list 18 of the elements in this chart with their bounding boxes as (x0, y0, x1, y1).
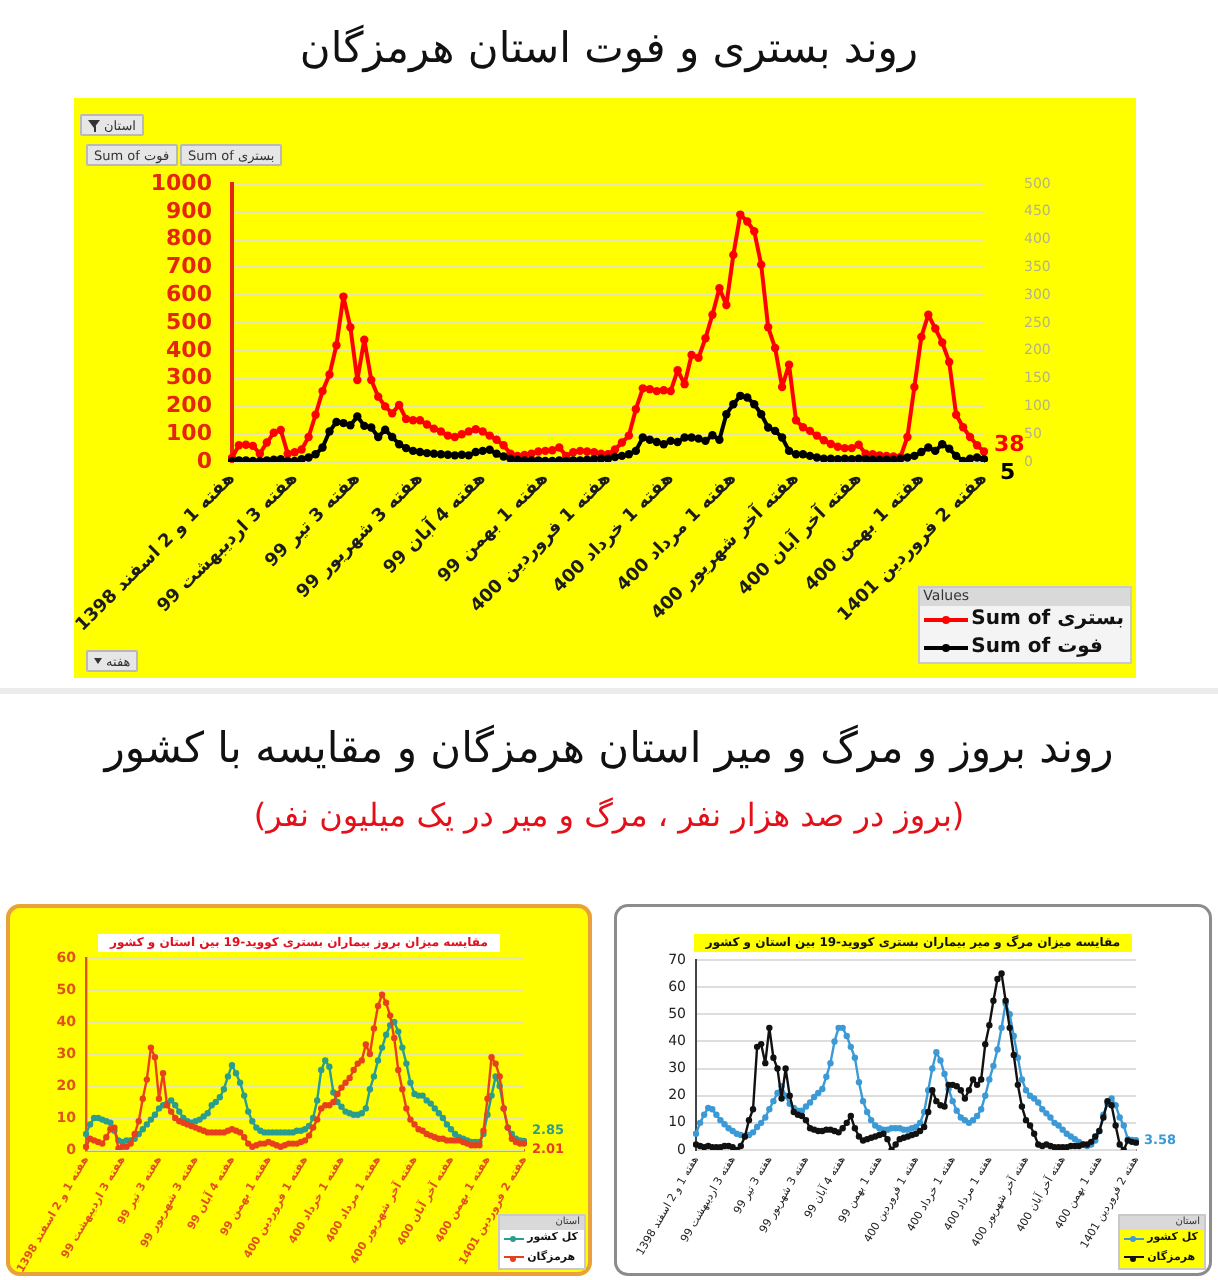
text: روند بروز و مرگ و میر استان هرمزگان و مقایسه با کشور (100, 722, 1116, 774)
y-tick-label: 1000 (150, 169, 213, 196)
y-tick-label: 900 (166, 197, 213, 224)
y-tick-label: 700 (166, 253, 213, 280)
chart-title: روند بستری و فوت استان هرمزگان (297, 22, 921, 74)
text: (بروز در صد هزار نفر ، مرگ و میر در یک میلیون نفر) (251, 794, 967, 836)
y-tick-label: 800 (166, 225, 213, 252)
legend-label: Sum of فوت (971, 636, 1103, 660)
y-tick-label: 300 (166, 364, 213, 391)
y-tick-label: 200 (166, 392, 213, 419)
data-label: 5 (1000, 458, 1016, 485)
y-tick-label: 500 (166, 308, 213, 335)
legend-label: Sum of بستری (971, 608, 1124, 632)
y-tick-label: 400 (166, 336, 213, 363)
y-tick-label: 0 (196, 447, 213, 474)
y-tick-label: 600 (166, 280, 213, 307)
data-label: 38 (994, 431, 1025, 458)
y-tick-label: 100 (166, 419, 213, 446)
